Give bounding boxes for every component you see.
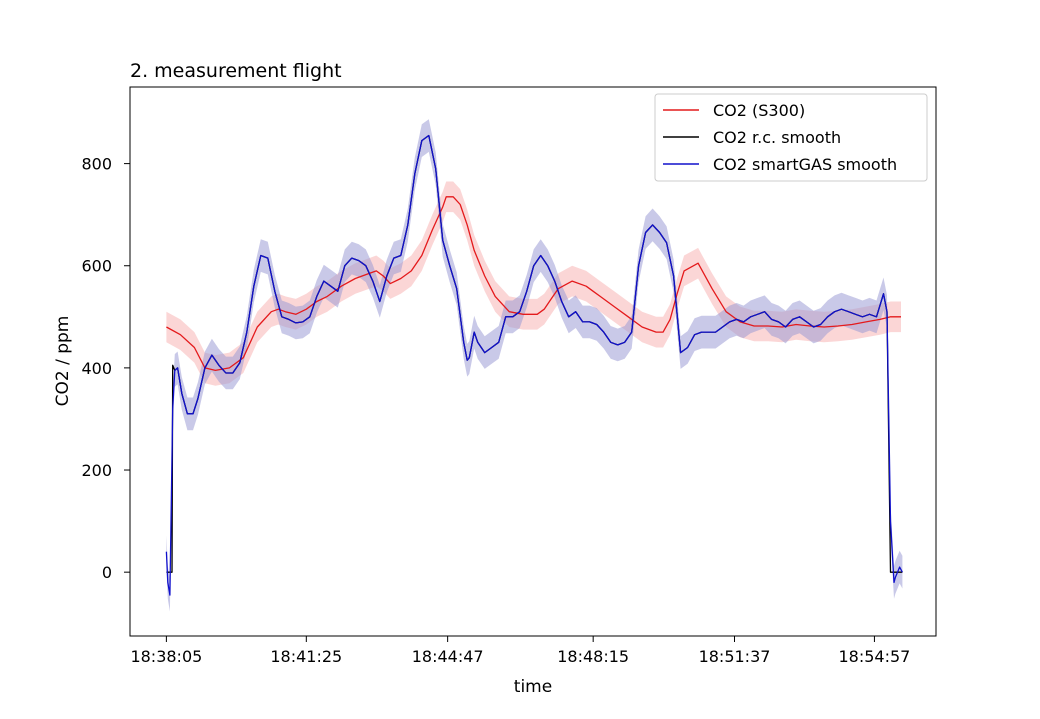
- y-axis: 0 200 400 600 800: [81, 155, 130, 582]
- legend-box: [654, 93, 928, 182]
- y-tick-label: 0: [102, 563, 112, 582]
- band-series-2: [166, 119, 903, 612]
- x-axis-label: time: [514, 677, 552, 697]
- x-tick-label: 18:38:05: [130, 647, 202, 666]
- line-series-2: [165, 134, 903, 596]
- series-lines: [165, 134, 903, 596]
- y-tick-label: 400: [81, 359, 112, 378]
- legend-label: CO2 r.c. smooth: [713, 128, 841, 147]
- x-tick-label: 18:54:57: [839, 647, 911, 666]
- plot-frame: [129, 86, 937, 637]
- confidence-bands: [166, 119, 903, 612]
- y-axis-label: CO2 / ppm: [53, 316, 73, 407]
- y-tick-label: 800: [81, 155, 112, 174]
- chart-title: 2. measurement flight: [130, 60, 342, 82]
- legend: CO2 (S300) CO2 r.c. smooth CO2 smartGAS sm…: [654, 93, 928, 182]
- y-tick-label: 200: [81, 461, 112, 480]
- x-tick-label: 18:48:15: [557, 647, 629, 666]
- y-tick-label: 600: [81, 257, 112, 276]
- x-tick-label: 18:41:25: [270, 647, 342, 666]
- line-series-1: [166, 134, 903, 573]
- x-axis: 18:38:05 18:41:25 18:44:47 18:48:15 18:51:37…: [130, 636, 910, 666]
- legend-label: CO2 (S300): [713, 101, 805, 120]
- x-tick-label: 18:44:47: [412, 647, 484, 666]
- legend-label: CO2 smartGAS smooth: [713, 155, 897, 174]
- x-tick-label: 18:51:37: [699, 647, 771, 666]
- line-series-0: [166, 196, 901, 372]
